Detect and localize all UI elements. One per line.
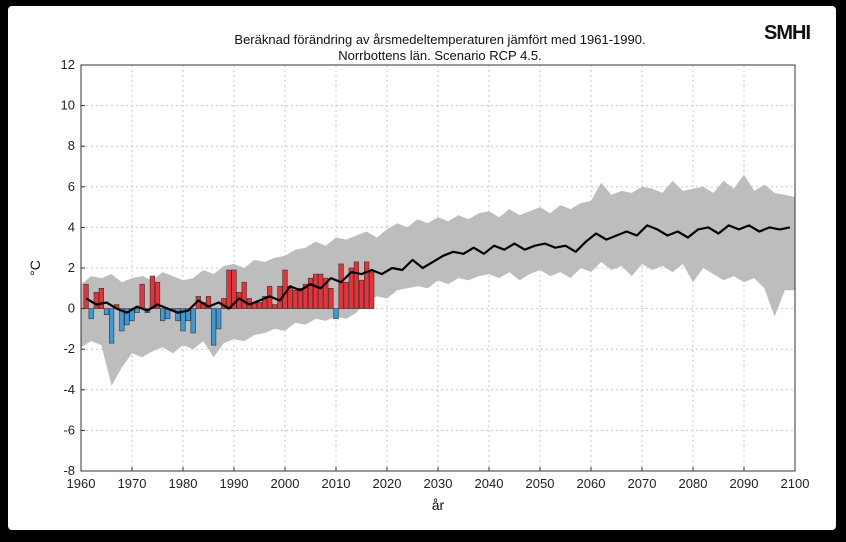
- data-bar: [364, 261, 370, 309]
- x-tick-label: 1990: [220, 476, 249, 491]
- data-bar: [180, 308, 186, 332]
- x-tick-label: 2000: [271, 476, 300, 491]
- x-tick-label: 1980: [169, 476, 198, 491]
- data-bar: [307, 277, 314, 309]
- data-bar: [292, 290, 298, 309]
- data-bar: [348, 267, 354, 309]
- x-tick-label: 2090: [730, 476, 759, 491]
- x-tick-label: 2040: [475, 476, 504, 491]
- data-bar: [343, 281, 349, 309]
- y-tick-label: 0: [68, 301, 75, 316]
- mean-line-layer: [85, 224, 791, 314]
- y-tick-label: 8: [68, 138, 75, 153]
- data-bar: [216, 308, 222, 330]
- data-bar: [160, 308, 166, 322]
- data-bar: [323, 277, 329, 309]
- data-bar: [241, 281, 247, 309]
- y-tick-label: -6: [63, 422, 75, 437]
- chart-frame: Beräknad förändring av årsmedeltemperatu…: [8, 6, 836, 530]
- mean-line: [85, 224, 791, 314]
- x-tick-label: 2100: [781, 476, 810, 491]
- data-bar: [313, 273, 319, 309]
- range-band: [81, 174, 795, 386]
- x-tick-label: 2030: [424, 476, 453, 491]
- data-bar: [134, 308, 140, 313]
- x-tick-label: 2050: [526, 476, 555, 491]
- range-band-layer: [81, 174, 795, 386]
- data-bar: [333, 308, 339, 320]
- x-axis-label: år: [432, 497, 445, 513]
- y-tick-label: 4: [68, 219, 75, 234]
- data-bar: [103, 308, 110, 315]
- data-bar: [358, 279, 365, 309]
- y-tick-label: 2: [68, 260, 75, 275]
- smhi-logo: SMHI: [764, 22, 810, 44]
- data-bar: [302, 283, 308, 309]
- y-axis-label: °C: [27, 260, 43, 276]
- data-bar: [211, 308, 217, 346]
- data-bar: [83, 283, 89, 309]
- data-bar: [190, 308, 196, 334]
- data-bar: [318, 273, 324, 309]
- data-bar: [272, 304, 278, 309]
- x-tick-label: 2070: [628, 476, 657, 491]
- x-axis-ticks: 1960 1970 1980 1990 2000 2010 2020 2030 2040 2050…: [67, 467, 810, 491]
- y-tick-label: 12: [61, 57, 75, 72]
- data-bar: [124, 308, 130, 326]
- data-bar: [185, 308, 191, 322]
- data-bar: [119, 308, 125, 332]
- data-bar: [98, 287, 104, 309]
- chart-title-line-2: Norrbottens län. Scenario RCP 4.5.: [338, 48, 542, 63]
- data-bar: [205, 296, 212, 309]
- data-bar: [256, 302, 263, 309]
- data-bar: [175, 308, 181, 322]
- data-bar: [139, 283, 145, 309]
- data-bar: [262, 296, 268, 309]
- data-bar: [328, 287, 334, 309]
- x-tick-label: 2010: [322, 476, 351, 491]
- x-tick-label: 1960: [67, 476, 96, 491]
- chart-title-line-1: Beräknad förändring av årsmedeltemperatu…: [234, 32, 645, 47]
- y-tick-label: 10: [61, 98, 75, 113]
- data-bar: [231, 269, 237, 309]
- y-axis-ticks: -8 -6 -4 -2 0 2 4 6 8 10 12: [61, 57, 85, 478]
- data-bar: [338, 263, 344, 309]
- x-tick-label: 2020: [373, 476, 402, 491]
- data-bar: [154, 281, 161, 309]
- y-tick-label: -8: [63, 463, 75, 478]
- data-bar: [353, 261, 359, 309]
- data-bar: [109, 308, 115, 344]
- data-bar: [297, 287, 303, 309]
- x-tick-label: 2060: [577, 476, 606, 491]
- x-tick-label: 2080: [679, 476, 708, 491]
- y-tick-label: -4: [63, 382, 75, 397]
- data-bar: [369, 271, 375, 309]
- x-tick-label: 1970: [118, 476, 147, 491]
- data-bar: [149, 275, 155, 309]
- data-bar: [226, 269, 232, 309]
- data-bar: [88, 308, 94, 320]
- y-tick-label: 6: [68, 179, 75, 194]
- y-tick-label: -2: [63, 341, 75, 356]
- temperature-chart: Beräknad förändring av årsmedeltemperatu…: [27, 22, 811, 513]
- data-bar: [93, 292, 99, 309]
